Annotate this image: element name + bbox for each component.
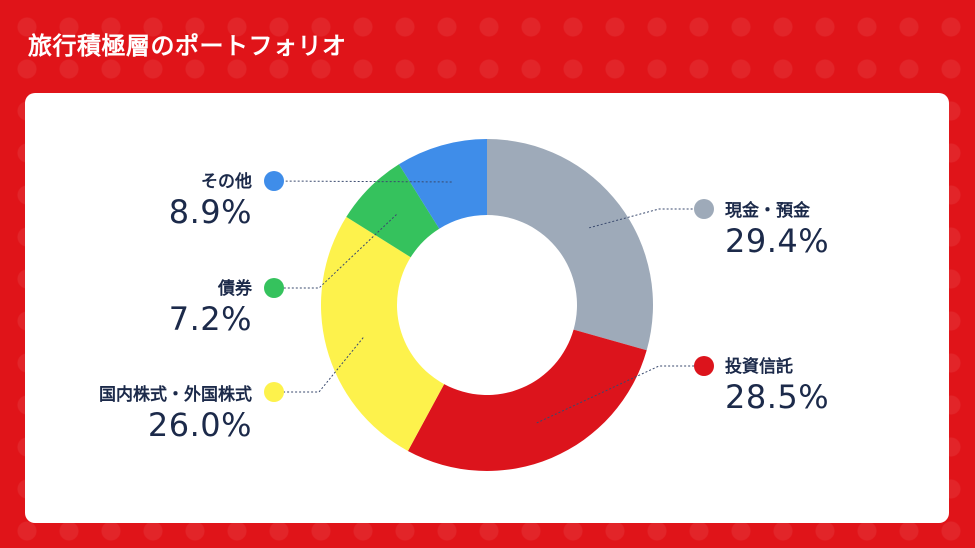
leader-line <box>274 214 397 289</box>
legend-dot <box>264 171 284 191</box>
value-label: 7.2% <box>168 300 252 338</box>
chart-card: 現金・預金 29.4% 投資信託 28.5% その他 8.9% 債券 7.2% … <box>25 93 949 523</box>
leader-line <box>588 208 704 229</box>
leader-line <box>274 337 364 393</box>
donut-chart <box>264 139 714 471</box>
page-title: 旅行積極層のポートフォリオ <box>28 32 347 60</box>
legend-dot <box>694 356 714 376</box>
slice-cash-deposits <box>487 139 654 351</box>
category-label: 国内株式・外国株式 <box>99 385 252 405</box>
category-label: 債券 <box>218 279 252 299</box>
category-label: 現金・預金 <box>725 201 810 221</box>
label-cash-deposits: 現金・預金 29.4% <box>725 201 829 261</box>
label-other: その他 8.9% <box>169 172 252 232</box>
slice-stocks <box>321 216 445 451</box>
legend-dot <box>264 278 284 298</box>
legend-dot <box>694 199 714 219</box>
label-domestic-foreign-stocks: 国内株式・外国株式 26.0% <box>99 385 252 445</box>
legend-dot <box>264 382 284 402</box>
slice-bonds <box>346 164 440 258</box>
value-label: 28.5% <box>725 378 830 416</box>
category-label: その他 <box>201 172 252 192</box>
label-bonds: 債券 7.2% <box>169 279 252 339</box>
slice-investment-trust <box>407 329 647 471</box>
value-label: 26.0% <box>147 406 252 444</box>
leader-line <box>273 180 452 183</box>
slice-other <box>398 139 487 229</box>
value-label: 29.4% <box>725 222 830 260</box>
category-label: 投資信託 <box>725 357 793 377</box>
value-label: 8.9% <box>168 193 252 231</box>
label-investment-trust: 投資信託 28.5% <box>725 357 829 417</box>
leader-line <box>536 365 704 424</box>
